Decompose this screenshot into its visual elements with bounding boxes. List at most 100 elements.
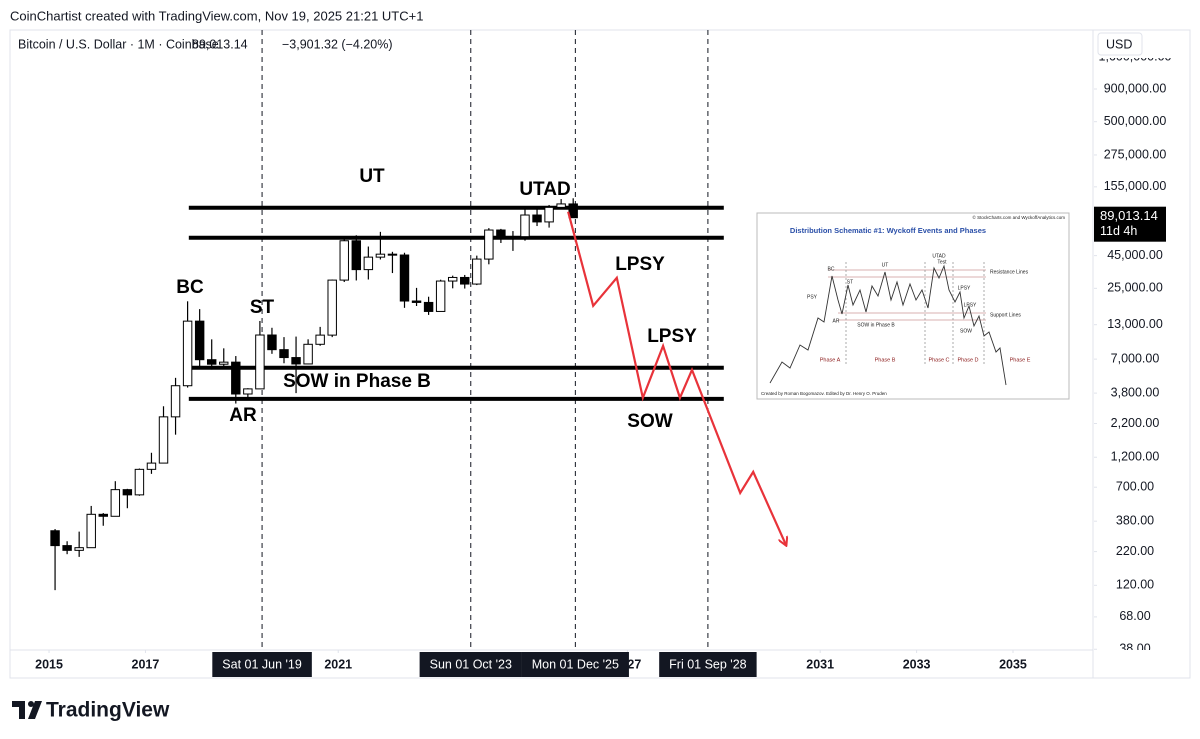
- y-tick-label: 155,000.00: [1104, 179, 1167, 193]
- candle-body: [158, 416, 169, 464]
- inset-phase: Phase C: [928, 357, 949, 363]
- candle-body: [62, 545, 72, 551]
- symbol: Bitcoin / U.S. Dollar · 1M · Coinbase: [18, 37, 219, 51]
- y-tick-label: 220.00: [1116, 544, 1154, 558]
- x-tick-label: 2031: [806, 657, 834, 671]
- candle-body: [484, 229, 494, 260]
- candle-body: [315, 334, 325, 345]
- x-tick-label: 2015: [35, 657, 63, 671]
- annotation: ST: [250, 297, 275, 318]
- inset-event: SOW: [960, 328, 972, 334]
- inset-credit: Created by Roman Bogomazov. Edited by Dr…: [761, 391, 887, 396]
- date-label: Sat 01 Jun '19: [222, 657, 302, 671]
- candle-body: [279, 349, 289, 359]
- candle-body: [363, 256, 374, 271]
- y-tick-label: 7,000.00: [1111, 351, 1160, 365]
- price-label: 89,013.14: [1100, 208, 1158, 223]
- inset-phase: Phase A: [820, 357, 841, 363]
- inset-frame: [756, 212, 1070, 400]
- candle-body: [134, 468, 145, 496]
- candle-body: [375, 253, 386, 258]
- x-tick-label: 2021: [324, 657, 352, 671]
- inset-event: LPSY: [964, 302, 977, 308]
- logo-icon: [28, 701, 34, 707]
- inset-event: BC: [828, 266, 835, 272]
- candle-body: [231, 361, 241, 395]
- candle-body: [568, 203, 578, 219]
- frame: [9, 29, 1191, 679]
- candle-body: [387, 253, 398, 256]
- candle-body: [303, 343, 313, 365]
- candle-body: [556, 203, 566, 208]
- candle-body: [86, 513, 96, 549]
- price-axis: 38.00 68.00 120.00 220.00 380.00 700.00 1,200.…: [1094, 58, 1172, 656]
- price-change: −3,901.32 (−4.20%): [282, 37, 393, 51]
- candle-body: [267, 334, 277, 351]
- annotation: UTAD: [519, 179, 570, 200]
- candle-body: [423, 301, 434, 312]
- logo: TradingView: [12, 699, 170, 722]
- x-tick-label: 2017: [132, 657, 160, 671]
- annotation: BC: [176, 277, 204, 298]
- plot-area: BC ST AR SOW in Phase B UT UTAD LPSY LPSY SOW: [50, 30, 786, 650]
- inset-schematic: © StockCharts.com and WyckoffAnalytics.c…: [756, 212, 1070, 400]
- candle-body: [399, 254, 410, 302]
- candle-body: [146, 462, 157, 470]
- inset-line-label: Resistance Lines: [990, 269, 1029, 275]
- candle-body: [327, 279, 337, 336]
- price-label-box: [1094, 206, 1166, 242]
- inset-copyright: © StockCharts.com and WyckoffAnalytics.c…: [973, 214, 1066, 220]
- candle-body: [110, 489, 121, 517]
- x-tick-label: 2035: [999, 657, 1027, 671]
- inset-event: ST: [847, 279, 853, 285]
- y-tick-label: 13,000.00: [1107, 317, 1163, 331]
- y-tick-label: 2,200.00: [1111, 416, 1160, 430]
- candle-body: [508, 236, 518, 239]
- candle-body: [339, 240, 349, 281]
- candle-body: [206, 359, 217, 365]
- candle-body: [50, 530, 60, 547]
- candle-body: [291, 357, 301, 365]
- inset-event: SOW in Phase B: [857, 322, 895, 328]
- date-label-box: [419, 652, 522, 677]
- y-tick-label: 25,000.00: [1107, 281, 1163, 295]
- time-axis: 2015201720212027203120332035Sat 01 Jun '…: [35, 650, 1027, 677]
- last-price: 89,013.14: [192, 37, 248, 51]
- currency-button[interactable]: [1097, 32, 1143, 56]
- candle-body: [122, 489, 133, 496]
- y-tick-label: 38.00: [1119, 642, 1150, 656]
- candle-body: [170, 385, 181, 418]
- inset-event: UTAD: [932, 253, 946, 259]
- date-label-box: [212, 652, 312, 677]
- inset-lines: [828, 269, 986, 321]
- candle-body: [74, 547, 84, 551]
- inset-phase: Phase E: [1010, 357, 1031, 363]
- inset-title: Distribution Schematic #1: Wyckoff Event…: [790, 226, 986, 235]
- candle-body: [472, 258, 482, 285]
- candle-body: [98, 513, 108, 517]
- countdown: 11d 4h: [1100, 224, 1137, 238]
- projection-path: [567, 211, 786, 545]
- inset-phase-dividers: [845, 262, 985, 366]
- inset-line-label: Support Lines: [990, 312, 1021, 318]
- candle-body: [194, 320, 205, 361]
- date-label: Mon 01 Dec '25: [532, 657, 619, 671]
- y-tick-label: 68.00: [1119, 609, 1150, 623]
- x-tick-label: 2033: [903, 657, 931, 671]
- date-label: Fri 01 Sep '28: [669, 657, 746, 671]
- annotation: SOW: [627, 411, 672, 432]
- currency[interactable]: USD: [1106, 37, 1132, 51]
- annotation: LPSY: [647, 326, 697, 347]
- credit: CoinChartist created with TradingView.co…: [10, 8, 423, 23]
- inset-phase: Phase D: [957, 357, 978, 363]
- candle-body: [255, 334, 265, 390]
- brand: TradingView: [46, 699, 170, 722]
- y-tick-label: 900,000.00: [1104, 81, 1167, 95]
- y-tick-label: 45,000.00: [1107, 248, 1163, 262]
- candle-body: [496, 229, 506, 238]
- y-tick-label: 1,200.00: [1111, 450, 1160, 464]
- candle-body: [532, 214, 542, 223]
- candle-body: [520, 214, 530, 238]
- y-tick-label: 3,800.00: [1111, 385, 1160, 399]
